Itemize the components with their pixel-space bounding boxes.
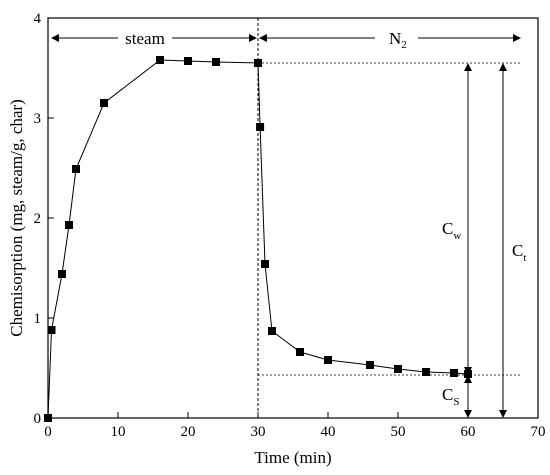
x-tick-label: 50 (391, 424, 406, 440)
x-axis-title: Time (min) (254, 448, 331, 467)
y-tick-label: 3 (34, 111, 42, 127)
data-point (254, 59, 262, 67)
n2-label: N2 (389, 29, 407, 51)
reference-lines (257, 18, 520, 418)
steam-label: steam (125, 29, 165, 48)
data-point (268, 327, 276, 335)
data-point (65, 221, 73, 229)
plot-frame (47, 17, 539, 419)
data-point (58, 270, 66, 278)
data-point (100, 99, 108, 107)
data-point (156, 56, 164, 64)
data-point (47, 326, 56, 334)
x-tick-label: 30 (251, 424, 266, 440)
x-tick-label: 0 (44, 424, 52, 440)
annotation-arrows (51, 34, 521, 418)
data-point (394, 365, 402, 373)
data-point (256, 123, 265, 131)
data-point (72, 165, 80, 173)
data-point (261, 260, 269, 268)
y-tick-label: 0 (34, 411, 42, 427)
cs-label: CS (442, 385, 459, 408)
data-point (212, 58, 220, 66)
y-tick-label: 2 (34, 211, 42, 227)
x-tick-label: 40 (321, 424, 336, 440)
ct-label: Ct (512, 241, 526, 264)
series-line (47, 59, 469, 419)
data-point (296, 348, 304, 356)
data-point (324, 356, 332, 364)
tick-labels: 0 10 20 30 40 50 60 70 0 1 2 3 4 (34, 11, 546, 440)
data-series (44, 56, 472, 422)
y-tick-label: 1 (34, 311, 42, 327)
cw-label: Cw (442, 219, 461, 242)
x-tick-label: 10 (111, 424, 126, 440)
data-point (464, 370, 472, 378)
data-point (422, 368, 430, 376)
x-tick-label: 70 (531, 424, 546, 440)
x-tick-label: 60 (461, 424, 476, 440)
y-tick-label: 4 (34, 11, 42, 27)
data-point (366, 361, 374, 369)
data-point (184, 57, 192, 65)
y-axis-title: Chemisorption (mg, steam/g, char) (7, 99, 26, 336)
axis-ticks (47, 17, 539, 419)
x-tick-label: 20 (181, 424, 196, 440)
data-point (450, 369, 458, 377)
